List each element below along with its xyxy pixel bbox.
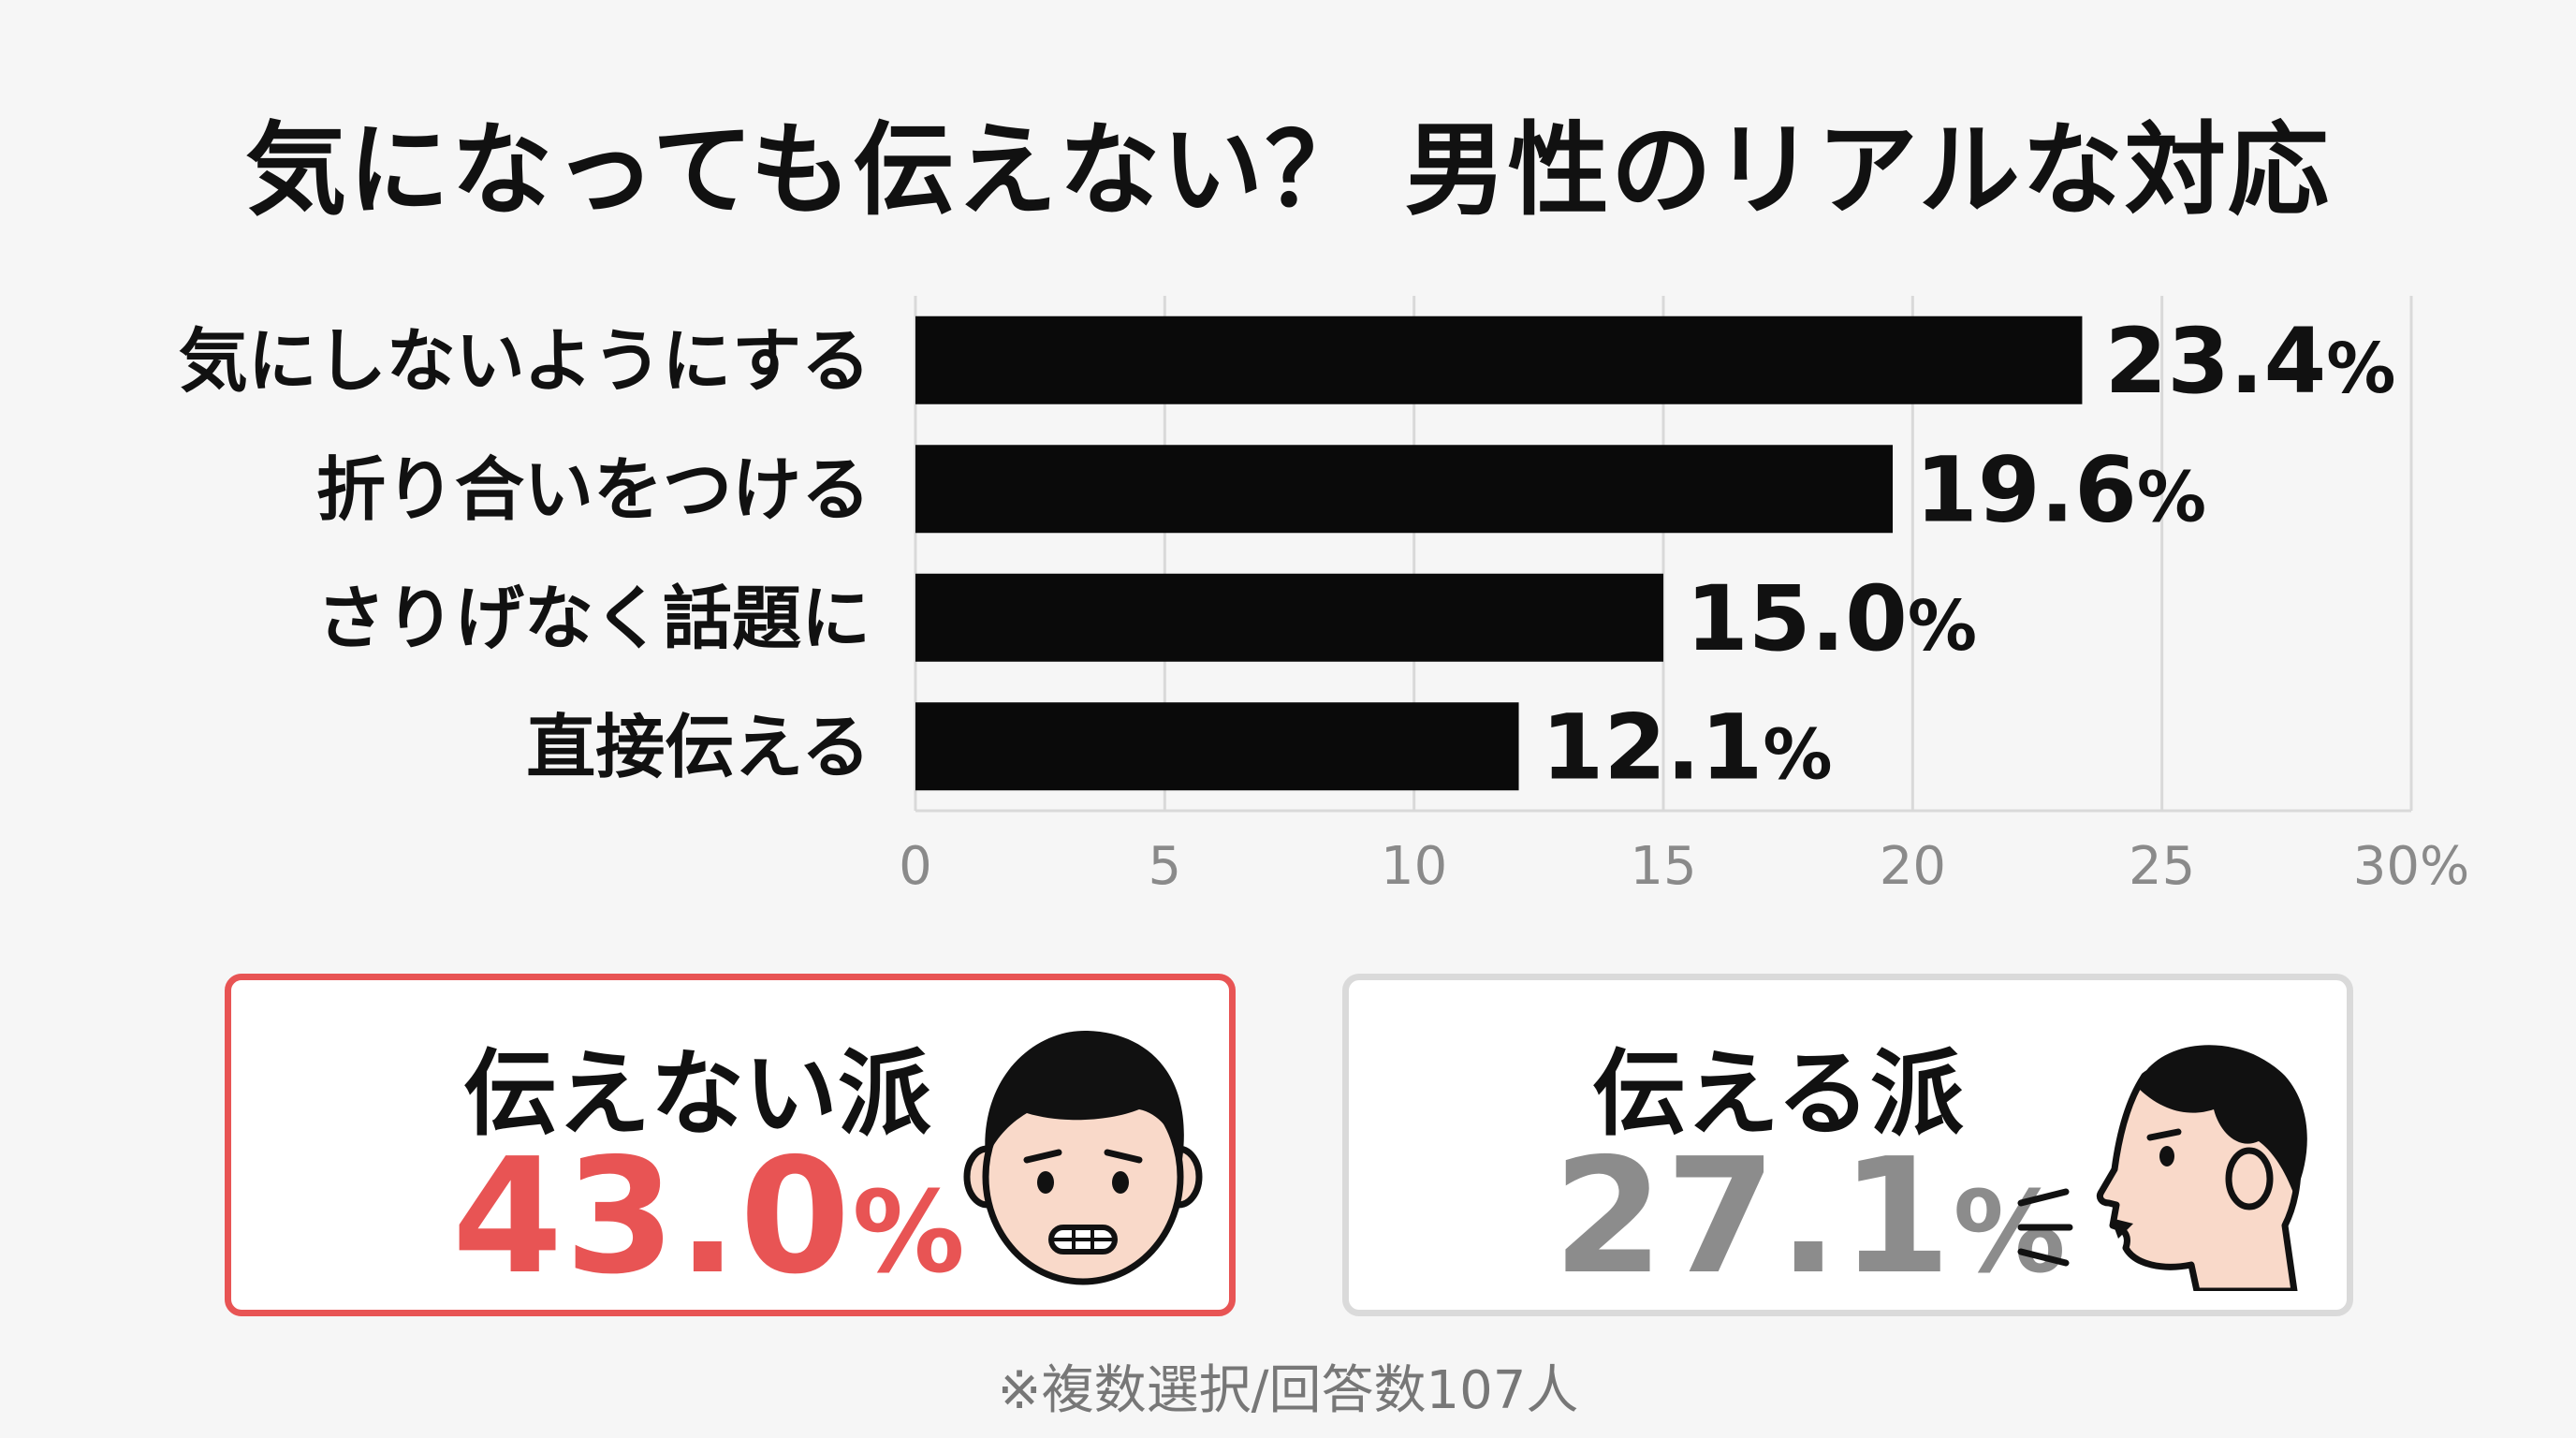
data-label: 12.1% bbox=[1542, 695, 1833, 800]
not-tell-card: 伝えない派 43.0% bbox=[225, 974, 1236, 1316]
chart-title: 気になっても伝えない？ 男性のリアルな対応 bbox=[245, 112, 2331, 229]
bar-chart-svg: 0 5 10 15 20 25 30% 気にしないようにする 23.4% 折り合いをつける 19.6… bbox=[179, 296, 2469, 897]
data-label-unit: % bbox=[2137, 457, 2206, 537]
bar bbox=[915, 445, 1894, 534]
data-label-unit: % bbox=[2326, 329, 2395, 409]
data-label-unit: % bbox=[1908, 586, 1977, 667]
not-tell-label: 伝えない派 bbox=[463, 1039, 931, 1149]
x-tick-label: 10 bbox=[1381, 836, 1447, 897]
category-label: さりげなく話題に bbox=[316, 579, 871, 659]
data-label-value: 12.1 bbox=[1542, 695, 1764, 800]
x-tick-label: 15 bbox=[1630, 836, 1696, 897]
x-tick-label: 0 bbox=[899, 836, 932, 897]
data-label-value: 15.0 bbox=[1686, 566, 1908, 671]
x-tick-label: 20 bbox=[1880, 836, 1946, 897]
category-label: 直接伝える bbox=[526, 707, 871, 787]
not-tell-unit: % bbox=[852, 1168, 967, 1299]
not-tell-percent: 43.0 bbox=[452, 1124, 853, 1310]
data-label-unit: % bbox=[1763, 714, 1832, 795]
category-label: 折り合いをつける bbox=[316, 449, 871, 530]
bar bbox=[915, 573, 1663, 662]
tell-value: 27.1% bbox=[1553, 1137, 2068, 1297]
x-tick-label: 5 bbox=[1149, 836, 1182, 897]
data-label-value: 19.6 bbox=[1915, 437, 2137, 542]
data-label: 19.6% bbox=[1915, 437, 2206, 542]
frowning-man-face-icon bbox=[963, 1030, 1203, 1285]
x-tick-label: 30% bbox=[2353, 836, 2469, 897]
bar bbox=[915, 315, 2083, 404]
tell-percent: 27.1 bbox=[1553, 1124, 1954, 1310]
category-label: 気にしないようにする bbox=[179, 321, 871, 402]
bar bbox=[915, 702, 1519, 791]
data-label: 15.0% bbox=[1686, 566, 1977, 671]
tell-card: 伝える派 27.1% bbox=[1342, 974, 2353, 1316]
data-label: 23.4% bbox=[2104, 309, 2395, 414]
speaking-man-profile-icon bbox=[2017, 1045, 2307, 1291]
not-tell-value: 43.0% bbox=[452, 1137, 967, 1297]
x-tick-label: 25 bbox=[2129, 836, 2195, 897]
data-label-value: 23.4 bbox=[2104, 309, 2326, 414]
tell-label: 伝える派 bbox=[1592, 1039, 1964, 1149]
footnote: ※複数選択/回答数107人 bbox=[997, 1360, 1579, 1421]
